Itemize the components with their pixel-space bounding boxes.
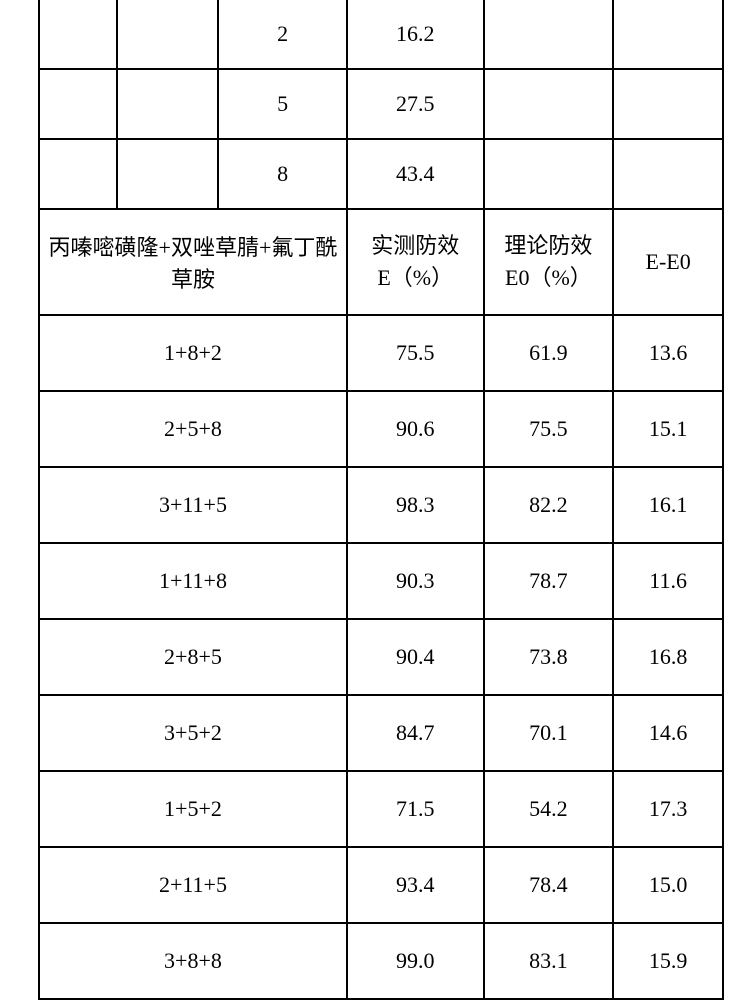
table-row: 5 27.5	[39, 69, 723, 139]
header-measured: 实测防效 E（%）	[347, 209, 484, 315]
cell-e: 98.3	[347, 467, 484, 543]
page: 2 16.2 5 27.5 8 43.4 丙嗪嘧磺隆+双唑草腈+氟丁酰草胺 实测…	[0, 0, 755, 1000]
cell-combo: 3+5+2	[39, 695, 347, 771]
cell-e: 90.6	[347, 391, 484, 467]
cell-combo: 2+5+8	[39, 391, 347, 467]
cell-blank	[39, 139, 117, 209]
table-row: 3+11+5 98.3 82.2 16.1	[39, 467, 723, 543]
header-measured-line1: 实测防效	[371, 233, 459, 258]
cell-blank	[613, 139, 723, 209]
header-theory-line2: E0（%）	[505, 265, 592, 290]
cell-value: 16.2	[347, 0, 484, 69]
cell-e0: 70.1	[484, 695, 614, 771]
cell-e: 71.5	[347, 771, 484, 847]
cell-diff: 14.6	[613, 695, 723, 771]
cell-e0: 82.2	[484, 467, 614, 543]
cell-blank	[39, 69, 117, 139]
cell-diff: 11.6	[613, 543, 723, 619]
table-row: 3+8+8 99.0 83.1 15.9	[39, 923, 723, 999]
cell-e0: 61.9	[484, 315, 614, 391]
cell-combo: 1+11+8	[39, 543, 347, 619]
table-row: 3+5+2 84.7 70.1 14.6	[39, 695, 723, 771]
cell-blank	[484, 0, 614, 69]
cell-diff: 15.1	[613, 391, 723, 467]
cell-diff: 16.8	[613, 619, 723, 695]
cell-combo: 2+11+5	[39, 847, 347, 923]
cell-value: 8	[218, 139, 347, 209]
cell-combo: 1+8+2	[39, 315, 347, 391]
cell-value: 5	[218, 69, 347, 139]
cell-value: 27.5	[347, 69, 484, 139]
cell-diff: 13.6	[613, 315, 723, 391]
table-row: 2 16.2	[39, 0, 723, 69]
cell-e0: 78.4	[484, 847, 614, 923]
table-row: 2+11+5 93.4 78.4 15.0	[39, 847, 723, 923]
header-diff: E-E0	[613, 209, 723, 315]
table-row: 1+11+8 90.3 78.7 11.6	[39, 543, 723, 619]
cell-blank	[117, 69, 219, 139]
cell-e: 90.3	[347, 543, 484, 619]
cell-e: 93.4	[347, 847, 484, 923]
cell-blank	[39, 0, 117, 69]
cell-diff: 15.0	[613, 847, 723, 923]
cell-combo: 3+11+5	[39, 467, 347, 543]
cell-blank	[484, 139, 614, 209]
cell-value: 43.4	[347, 139, 484, 209]
cell-blank	[117, 0, 219, 69]
cell-e: 99.0	[347, 923, 484, 999]
header-measured-line2: E（%）	[377, 265, 453, 290]
table-row: 1+8+2 75.5 61.9 13.6	[39, 315, 723, 391]
cell-diff: 17.3	[613, 771, 723, 847]
cell-e: 84.7	[347, 695, 484, 771]
header-theory: 理论防效 E0（%）	[484, 209, 614, 315]
cell-value: 2	[218, 0, 347, 69]
cell-e0: 54.2	[484, 771, 614, 847]
header-theory-line1: 理论防效	[504, 233, 592, 258]
cell-blank	[613, 69, 723, 139]
cell-diff: 15.9	[613, 923, 723, 999]
cell-e: 75.5	[347, 315, 484, 391]
table-row: 1+5+2 71.5 54.2 17.3	[39, 771, 723, 847]
cell-blank	[613, 0, 723, 69]
cell-blank	[117, 139, 219, 209]
data-table: 2 16.2 5 27.5 8 43.4 丙嗪嘧磺隆+双唑草腈+氟丁酰草胺 实测…	[38, 0, 724, 1000]
cell-combo: 1+5+2	[39, 771, 347, 847]
table-row: 2+8+5 90.4 73.8 16.8	[39, 619, 723, 695]
cell-e0: 83.1	[484, 923, 614, 999]
cell-e0: 75.5	[484, 391, 614, 467]
cell-blank	[484, 69, 614, 139]
cell-combo: 3+8+8	[39, 923, 347, 999]
cell-combo: 2+8+5	[39, 619, 347, 695]
table-row: 8 43.4	[39, 139, 723, 209]
cell-e0: 78.7	[484, 543, 614, 619]
cell-diff: 16.1	[613, 467, 723, 543]
header-combo-label: 丙嗪嘧磺隆+双唑草腈+氟丁酰草胺	[39, 209, 347, 315]
table-header-row: 丙嗪嘧磺隆+双唑草腈+氟丁酰草胺 实测防效 E（%） 理论防效 E0（%） E-…	[39, 209, 723, 315]
cell-e0: 73.8	[484, 619, 614, 695]
table-row: 2+5+8 90.6 75.5 15.1	[39, 391, 723, 467]
cell-e: 90.4	[347, 619, 484, 695]
